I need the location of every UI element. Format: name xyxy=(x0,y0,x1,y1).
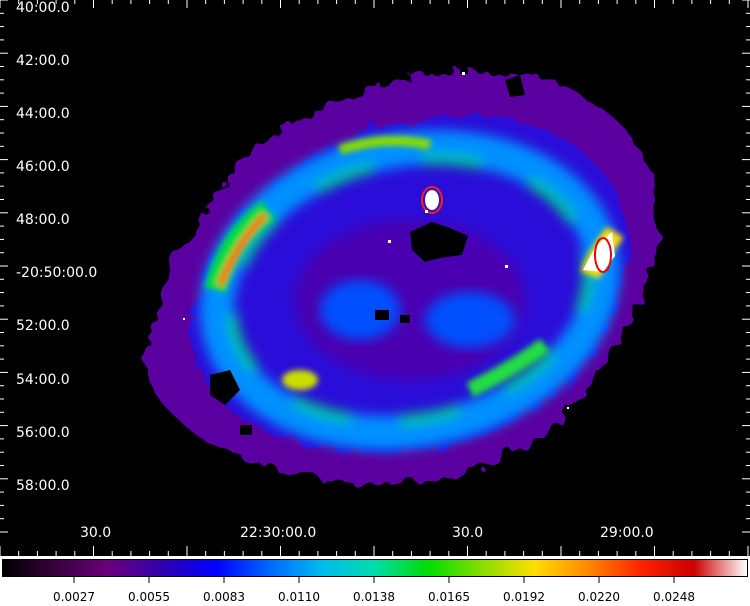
colorbar-tick-label: 0.0138 xyxy=(353,590,395,604)
colorbar-tick-label: 0.0165 xyxy=(428,590,470,604)
y-axis-label: 54:00.0 xyxy=(16,372,70,388)
y-axis-label: 40:00.0 xyxy=(16,0,70,16)
colorbar-tick-label: 0.0110 xyxy=(278,590,320,604)
y-axis-label: -20:50:00.0 xyxy=(16,265,98,281)
y-axis-label: 58:00.0 xyxy=(16,478,70,494)
bright-knot-center xyxy=(425,190,439,210)
y-axis-label: 48:00.0 xyxy=(16,212,70,228)
image-viewer[interactable]: 40:00.0 42:00.0 44:00.0 46:00.0 48:00.0 … xyxy=(0,0,750,556)
masked-regions xyxy=(210,68,525,435)
colorbar: 0.0027 0.0055 0.0083 0.0110 0.0138 0.016… xyxy=(0,556,750,606)
bright-knot-east xyxy=(583,232,615,272)
x-axis-label: 30.0 xyxy=(452,525,484,541)
y-axis-label: 52:00.0 xyxy=(16,318,70,334)
y-axis-label: 42:00.0 xyxy=(16,53,70,69)
colorbar-tick-label: 0.0083 xyxy=(203,590,245,604)
colorbar-ticks xyxy=(73,577,675,583)
y-axis-label: 46:00.0 xyxy=(16,159,70,175)
colorbar-tick-label: 0.0055 xyxy=(128,590,170,604)
axis-ticks xyxy=(0,0,750,556)
colorbar-tick-label: 0.0027 xyxy=(53,590,95,604)
y-axis-label: 56:00.0 xyxy=(16,425,70,441)
colorbar-tick-label: 0.0192 xyxy=(503,590,545,604)
colorbar-tick-label: 0.0248 xyxy=(653,590,695,604)
sky-image xyxy=(145,68,658,485)
x-axis-label: 30.0 xyxy=(80,525,112,541)
colorbar-tick-label: 0.0220 xyxy=(578,590,620,604)
y-axis-label: 44:00.0 xyxy=(16,106,70,122)
colorbar-gradient xyxy=(2,559,748,577)
x-axis-label: 22:30:00.0 xyxy=(240,525,317,541)
x-axis-label: 29:00.0 xyxy=(600,525,654,541)
